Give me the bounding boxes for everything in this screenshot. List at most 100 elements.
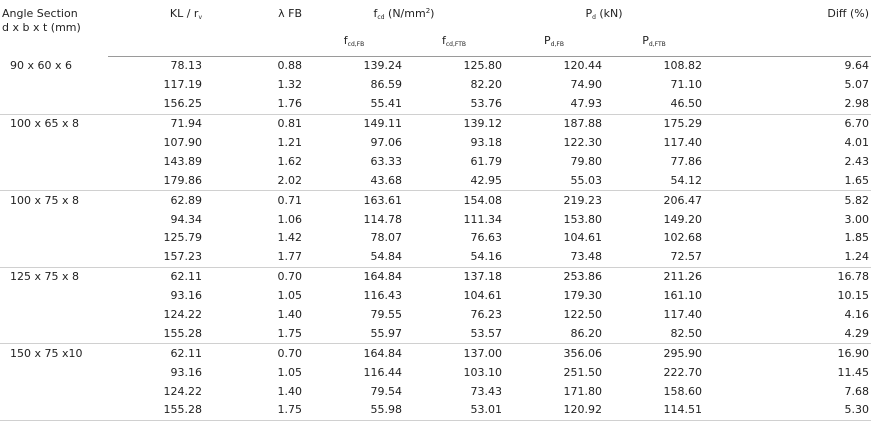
table-row: 155.28 1.75 55.97 53.57 86.20 82.50 4.29	[0, 324, 871, 343]
cell-section	[0, 306, 108, 325]
cell-klr: 125.79	[163, 231, 203, 245]
cell-section	[0, 363, 108, 382]
cell-lambda: 1.40	[277, 308, 303, 322]
cell-fcd-ftb: 104.61	[463, 289, 503, 303]
table-body: 90 x 60 x 6 78.13 0.88 139.24 125.80 120.44 10…	[0, 57, 871, 421]
cell-section: 150 x 75 x10	[0, 343, 108, 364]
cell-fcd-ftb: 137.00	[404, 343, 504, 364]
cell-pd-ftb: 77.86	[670, 154, 703, 168]
cell-pd-fb: 356.06	[504, 343, 604, 364]
cell-section	[0, 229, 108, 248]
cell-fcd-ftb: 103.10	[463, 365, 503, 379]
subheader-empty-2	[204, 34, 304, 57]
cell-pd-fb: 47.93	[570, 97, 603, 111]
cell-klr: 179.86	[163, 173, 203, 187]
results-table: Angle Section d x b x t (mm) KL / rv λ F…	[0, 0, 871, 421]
cell-fcd-fb: 63.33	[370, 154, 403, 168]
table-row: 143.89 1.62 63.33 61.79 79.80 77.86 2.43	[0, 152, 871, 171]
cell-lambda: 0.81	[204, 113, 304, 134]
cell-pd-fb: 122.30	[563, 136, 603, 149]
cell-pd-ftb: 149.20	[663, 212, 703, 226]
cell-fcd-ftb: 53.57	[470, 326, 503, 340]
table-row: 100 x 65 x 8 71.94 0.81 149.11 139.12 187.88 1…	[0, 113, 871, 134]
cell-diff: 5.07	[844, 78, 870, 92]
cell-pd-ftb: 102.68	[663, 231, 703, 245]
cell-fcd-fb: 97.06	[370, 136, 403, 149]
cell-section	[0, 134, 108, 153]
cell-pd-ftb: 158.60	[663, 384, 703, 398]
cell-diff: 2.98	[844, 97, 870, 111]
cell-pd-fb: 179.30	[563, 289, 603, 303]
subheader-pd-fb: Pd,FB	[504, 34, 604, 57]
cell-lambda: 0.88	[277, 59, 303, 73]
cell-pd-fb: 74.90	[570, 78, 603, 92]
table-row: 155.28 1.75 55.98 53.01 120.92 114.51 5.30	[0, 401, 871, 421]
header-diff: Diff (%)	[827, 7, 870, 20]
cell-section: 100 x 65 x 8	[0, 113, 108, 134]
table-row: 156.25 1.76 55.41 53.76 47.93 46.50 2.98	[0, 95, 871, 114]
cell-diff: 5.30	[704, 401, 871, 421]
cell-diff: 16.78	[704, 266, 871, 287]
cell-pd-fb: 122.50	[563, 308, 603, 322]
cell-diff: 9.64	[844, 59, 870, 73]
cell-pd-ftb: 117.40	[663, 136, 703, 149]
cell-pd-ftb: 114.51	[604, 401, 705, 421]
cell-fcd-fb: 116.44	[363, 365, 403, 379]
table-row: 94.34 1.06 114.78 111.34 153.80 149.20 3.00	[0, 210, 871, 229]
subheader-fcd-fb: fcd,FB	[304, 34, 404, 57]
cell-fcd-fb: 116.43	[363, 289, 403, 303]
cell-klr: 155.28	[163, 326, 203, 340]
table-row: 124.22 1.40 79.55 76.23 122.50 117.40 4.16	[0, 306, 871, 325]
header-klr: KL / rv	[169, 7, 202, 21]
cell-pd-ftb: 108.82	[663, 59, 703, 73]
cell-pd-ftb: 82.50	[670, 326, 703, 340]
cell-fcd-fb: 78.07	[370, 231, 403, 245]
cell-fcd-ftb: 137.18	[404, 266, 504, 287]
header-fcd: fcd (N/mm2)	[373, 7, 435, 21]
cell-fcd-ftb: 125.80	[463, 59, 503, 73]
header-klr-sub: v	[198, 14, 202, 21]
cell-fcd-fb: 114.78	[363, 212, 403, 226]
cell-fcd-fb: 164.84	[304, 343, 404, 364]
cell-section	[0, 152, 108, 171]
cell-klr: 124.22	[163, 384, 203, 398]
cell-lambda: 2.02	[277, 173, 303, 187]
cell-section: 100 x 75 x 8	[0, 190, 108, 211]
cell-fcd-fb: 164.84	[304, 266, 404, 287]
cell-diff: 5.82	[704, 190, 871, 211]
table-row: 150 x 75 x10 62.11 0.70 164.84 137.00 356.06 2…	[0, 343, 871, 364]
cell-pd-ftb: 222.70	[663, 365, 703, 379]
subheader-row: fcd,FB fcd,FTB Pd,FB Pd,FTB	[0, 34, 871, 57]
cell-pd-fb: 171.80	[563, 384, 603, 398]
cell-fcd-fb: 149.11	[304, 113, 404, 134]
cell-pd-ftb: 161.10	[663, 289, 703, 303]
cell-pd-fb: 251.50	[563, 365, 603, 379]
cell-pd-fb: 120.92	[504, 401, 604, 421]
cell-section	[0, 76, 108, 95]
cell-pd-fb: 219.23	[504, 190, 604, 211]
subheader-empty-1	[108, 34, 204, 57]
cell-pd-ftb: 206.47	[604, 190, 705, 211]
cell-fcd-ftb: 53.76	[470, 97, 503, 111]
cell-section	[0, 324, 108, 343]
table-row: 157.23 1.77 54.84 54.16 73.48 72.57 1.24	[0, 248, 871, 267]
table-row: 107.90 1.21 97.06 93.18 122.30 117.40 4.01	[0, 134, 871, 153]
cell-fcd-ftb: 139.12	[404, 113, 504, 134]
table-row: 179.86 2.02 43.68 42.95 55.03 54.12 1.65	[0, 171, 871, 190]
cell-klr: 62.11	[108, 266, 204, 287]
cell-pd-fb: 153.80	[563, 212, 603, 226]
cell-fcd-fb: 54.84	[370, 250, 403, 264]
cell-pd-ftb: 71.10	[670, 78, 703, 92]
table-row: 124.22 1.40 79.54 73.43 171.80 158.60 7.68	[0, 382, 871, 401]
cell-diff: 4.29	[844, 326, 870, 340]
table-row: 117.19 1.32 86.59 82.20 74.90 71.10 5.07	[0, 76, 871, 95]
table-row: 125 x 75 x 8 62.11 0.70 164.84 137.18 253.86 2…	[0, 266, 871, 287]
cell-fcd-ftb: 73.43	[470, 384, 503, 398]
header-row: Angle Section d x b x t (mm) KL / rv λ F…	[0, 0, 871, 34]
cell-diff: 7.68	[844, 384, 870, 398]
cell-lambda: 1.75	[277, 326, 303, 340]
header-section-line1: Angle Section	[2, 7, 78, 20]
cell-klr: 93.16	[170, 289, 203, 303]
cell-lambda: 1.05	[277, 365, 303, 379]
cell-pd-fb: 187.88	[504, 113, 604, 134]
